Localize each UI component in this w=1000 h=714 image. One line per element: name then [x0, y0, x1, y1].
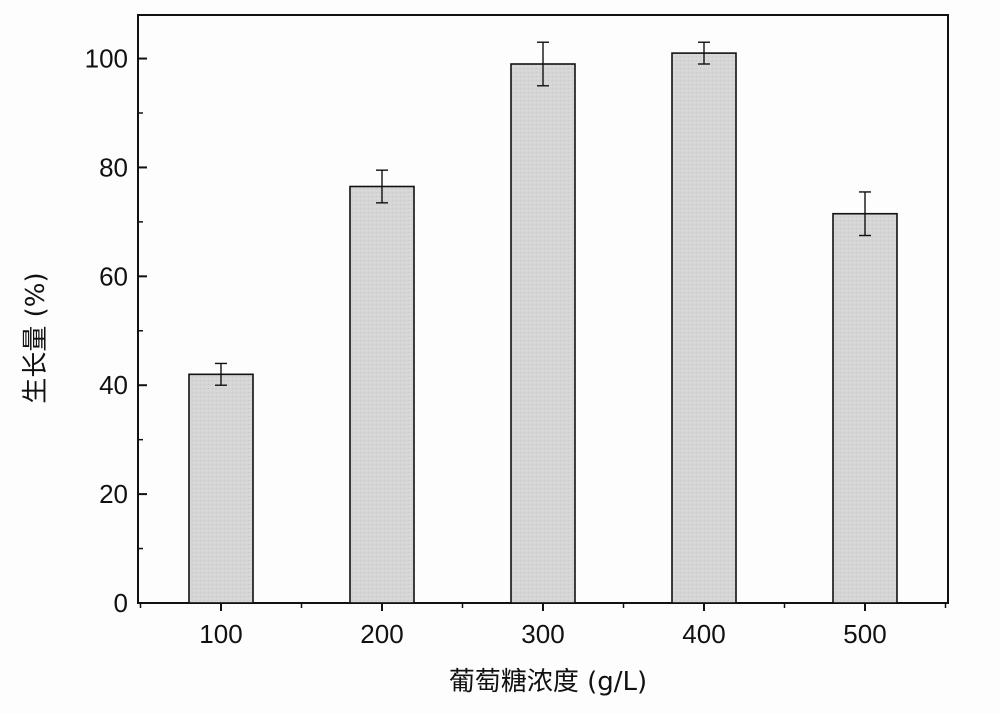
error-bar-200 [376, 169, 388, 204]
y-axis-ticks: 0 20 40 60 80 100 [85, 44, 147, 618]
error-bar-300 [537, 41, 549, 87]
error-bar-500 [859, 191, 871, 237]
x-tick-label: 400 [682, 619, 725, 649]
y-tick-label: 20 [99, 479, 128, 509]
error-bar-400 [698, 41, 710, 65]
error-bars [215, 41, 871, 386]
y-axis-title: 生长量 (%) [21, 272, 51, 403]
y-tick-label: 100 [85, 44, 128, 74]
bars [188, 52, 898, 604]
bar-500 [832, 212, 898, 604]
x-axis-ticks: 100 200 300 400 500 [139, 603, 947, 649]
x-axis-title: 葡萄糖浓度 (g/L) [449, 667, 647, 697]
x-tick-label: 500 [843, 619, 886, 649]
y-tick-label: 0 [114, 588, 128, 618]
y-tick-label: 60 [99, 261, 128, 291]
x-tick-label: 100 [199, 619, 242, 649]
x-tick-label: 200 [360, 619, 403, 649]
bar-200 [349, 185, 415, 604]
bar-400 [671, 52, 737, 604]
y-tick-label: 40 [99, 370, 128, 400]
y-tick-label: 80 [99, 152, 128, 182]
bar-300 [510, 63, 576, 604]
x-tick-label: 300 [521, 619, 564, 649]
error-bar-100 [215, 362, 227, 386]
bar-100 [188, 373, 254, 604]
